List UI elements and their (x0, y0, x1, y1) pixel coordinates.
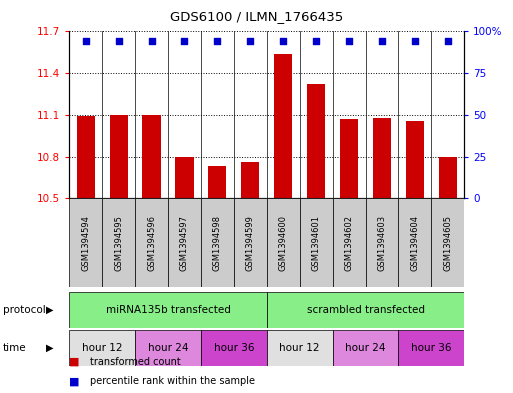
Text: hour 36: hour 36 (213, 343, 254, 353)
Text: GSM1394596: GSM1394596 (147, 215, 156, 271)
Text: GSM1394600: GSM1394600 (279, 215, 288, 271)
Point (345, 38, 353, 44)
Point (378, 38, 386, 44)
Bar (69, 198, 102, 287)
Text: GSM1394597: GSM1394597 (180, 215, 189, 271)
Text: GSM1394599: GSM1394599 (246, 215, 255, 271)
Bar (143, 115, 161, 198)
Point (147, 38, 155, 44)
Bar (234, 198, 267, 287)
Point (181, 38, 189, 44)
Bar (307, 84, 325, 198)
Text: hour 12: hour 12 (280, 343, 320, 353)
Bar (208, 167, 226, 198)
Text: scrambled transfected: scrambled transfected (306, 305, 425, 315)
Text: GSM1394603: GSM1394603 (378, 215, 386, 271)
Point (114, 38, 123, 44)
Text: ■: ■ (69, 356, 80, 367)
Bar (135, 330, 201, 366)
Text: GDS6100 / ILMN_1766435: GDS6100 / ILMN_1766435 (170, 10, 343, 23)
Point (279, 38, 287, 44)
Text: time: time (3, 343, 26, 353)
Bar (332, 198, 365, 287)
Text: GSM1394602: GSM1394602 (345, 215, 353, 271)
Text: GSM1394598: GSM1394598 (213, 215, 222, 271)
Bar (373, 118, 391, 198)
Bar (332, 330, 399, 366)
Point (312, 38, 320, 44)
Bar (102, 198, 135, 287)
Text: GSM1394604: GSM1394604 (410, 215, 420, 271)
Text: miRNA135b transfected: miRNA135b transfected (106, 305, 230, 315)
Text: GSM1394601: GSM1394601 (311, 215, 321, 271)
Text: ■: ■ (69, 376, 80, 386)
Text: ▶: ▶ (46, 305, 54, 315)
Text: GSM1394605: GSM1394605 (443, 215, 452, 271)
Text: GSM1394594: GSM1394594 (81, 215, 90, 271)
Bar (201, 330, 267, 366)
Bar (274, 54, 292, 198)
Bar (135, 198, 168, 287)
Text: hour 24: hour 24 (148, 343, 188, 353)
Text: hour 24: hour 24 (345, 343, 386, 353)
Bar (69, 330, 135, 366)
Bar (267, 198, 300, 287)
Text: GSM1394595: GSM1394595 (114, 215, 123, 271)
Bar (365, 198, 399, 287)
Bar (340, 119, 358, 198)
Bar (110, 115, 128, 198)
Text: hour 12: hour 12 (82, 343, 123, 353)
Bar (201, 198, 234, 287)
Bar (241, 162, 260, 198)
Bar (76, 116, 95, 198)
Bar (431, 198, 464, 287)
Text: ▶: ▶ (46, 343, 54, 353)
Bar (175, 157, 193, 198)
Bar (399, 330, 464, 366)
Point (444, 38, 452, 44)
Bar (168, 198, 201, 287)
Point (82, 38, 90, 44)
Point (213, 38, 222, 44)
Bar (300, 198, 332, 287)
Point (411, 38, 419, 44)
Bar (439, 157, 457, 198)
Text: protocol: protocol (3, 305, 45, 315)
Text: transformed count: transformed count (90, 356, 181, 367)
Bar (69, 292, 267, 328)
Bar (406, 121, 424, 198)
Text: percentile rank within the sample: percentile rank within the sample (90, 376, 255, 386)
Bar (267, 292, 464, 328)
Bar (267, 330, 332, 366)
Bar (399, 198, 431, 287)
Point (246, 38, 254, 44)
Text: hour 36: hour 36 (411, 343, 451, 353)
